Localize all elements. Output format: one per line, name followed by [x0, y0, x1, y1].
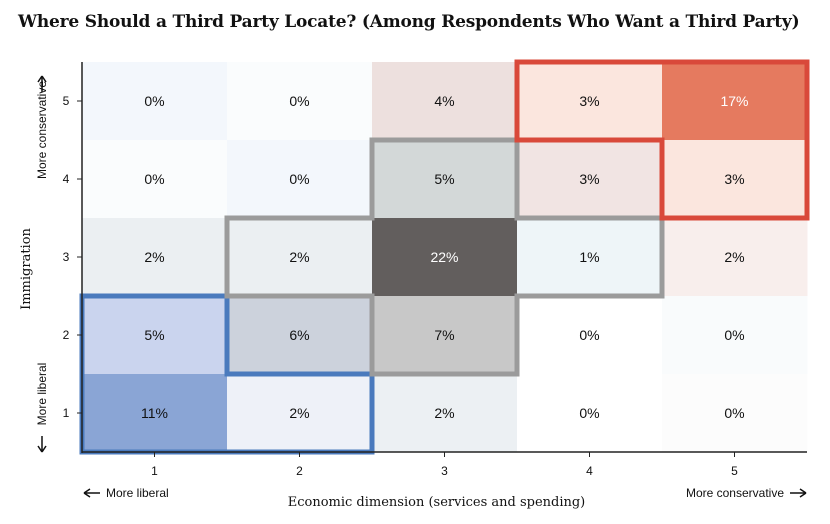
chart-title: Where Should a Third Party Locate? (Amon… — [18, 12, 800, 32]
cell-value-label: 3% — [579, 93, 599, 109]
cell-value-label: 3% — [579, 171, 599, 187]
y-tick-label: 5 — [63, 94, 70, 108]
heatmap-cell — [372, 218, 518, 297]
heatmap-cell — [517, 140, 663, 219]
y-tick-label: 4 — [63, 172, 70, 186]
cell-value-label: 11% — [141, 405, 168, 421]
heatmap-cell — [82, 218, 228, 297]
arrow-right-icon — [790, 488, 807, 498]
cell-labels: 0% 0% 4% 3% 17% 0% 0% 5% 3% 3% 2% 2% 22% 1% 2% 5% 6% 7% 0%… — [141, 93, 749, 421]
heatmap-cell — [82, 62, 228, 141]
highlight-outline-center — [224, 137, 665, 377]
heatmap-cell — [372, 374, 518, 453]
y-top-direction-label: More conservative — [35, 81, 49, 179]
cell-value-label: 1% — [579, 249, 599, 265]
x-tick-label: 1 — [151, 464, 158, 478]
cell-value-label: 5% — [434, 171, 454, 187]
heatmap-cell — [227, 62, 373, 141]
heatmap-cell — [372, 140, 518, 219]
heatmap-cell — [82, 374, 228, 453]
cell-value-label: 0% — [144, 171, 164, 187]
cell-value-label: 0% — [289, 93, 309, 109]
heatmap-cell — [372, 296, 518, 375]
y-axis-title: Immigration — [19, 227, 34, 309]
cell-value-label: 2% — [289, 249, 309, 265]
heatmap-cell — [517, 218, 663, 297]
cell-value-label: 5% — [144, 327, 164, 343]
highlight-outline-conservative — [514, 59, 810, 221]
heatmap-cell — [82, 140, 228, 219]
axes: 1 2 3 4 5 1 2 3 4 5 Economic dimension (services a… — [19, 62, 807, 510]
y-tick-label: 3 — [63, 250, 70, 264]
cell-value-label: 0% — [144, 93, 164, 109]
cell-value-label: 0% — [579, 327, 599, 343]
cell-value-label: 22% — [430, 249, 458, 265]
cell-value-label: 2% — [434, 405, 454, 421]
cell-value-label: 0% — [289, 171, 309, 187]
x-left-direction-label: More liberal — [106, 486, 169, 500]
arrow-up-icon — [37, 75, 47, 92]
cell-value-label: 17% — [720, 93, 748, 109]
cell-value-label: 2% — [724, 249, 744, 265]
cell-value-label: 6% — [289, 327, 309, 343]
x-tick-label: 2 — [296, 464, 303, 478]
heatmap-cell — [372, 62, 518, 141]
heatmap-cell — [517, 62, 663, 141]
heatmap-cell — [517, 374, 663, 453]
heatmap-cell — [662, 140, 808, 219]
x-axis-title: Economic dimension (services and spendin… — [288, 495, 586, 510]
cell-value-label: 2% — [289, 405, 309, 421]
cell-value-label: 0% — [579, 405, 599, 421]
heatmap-cell — [517, 296, 663, 375]
heatmap-cell — [82, 296, 228, 375]
cell-value-label: 4% — [434, 93, 454, 109]
arrow-down-icon — [37, 436, 47, 453]
x-tick-label: 4 — [586, 464, 593, 478]
y-tick-label: 1 — [63, 406, 70, 420]
x-tick-label: 5 — [731, 464, 738, 478]
cell-value-label: 2% — [144, 249, 164, 265]
heatmap-cell — [662, 374, 808, 453]
x-right-direction-label: More conservative — [686, 486, 784, 500]
heatmap-cells — [82, 62, 808, 453]
heatmap-cell — [227, 374, 373, 453]
heatmap-cell — [227, 296, 373, 375]
cell-value-label: 0% — [724, 405, 744, 421]
heatmap-cell — [662, 296, 808, 375]
heatmap-cell — [662, 62, 808, 141]
heatmap-cell — [662, 218, 808, 297]
heatmap-cell — [227, 140, 373, 219]
x-tick-label: 3 — [441, 464, 448, 478]
y-tick-label: 2 — [63, 328, 70, 342]
cell-value-label: 3% — [724, 171, 744, 187]
y-bottom-direction-label: More liberal — [35, 363, 49, 426]
cell-value-label: 0% — [724, 327, 744, 343]
cell-value-label: 7% — [434, 327, 454, 343]
arrow-left-icon — [83, 488, 100, 498]
heatmap-cell — [227, 218, 373, 297]
